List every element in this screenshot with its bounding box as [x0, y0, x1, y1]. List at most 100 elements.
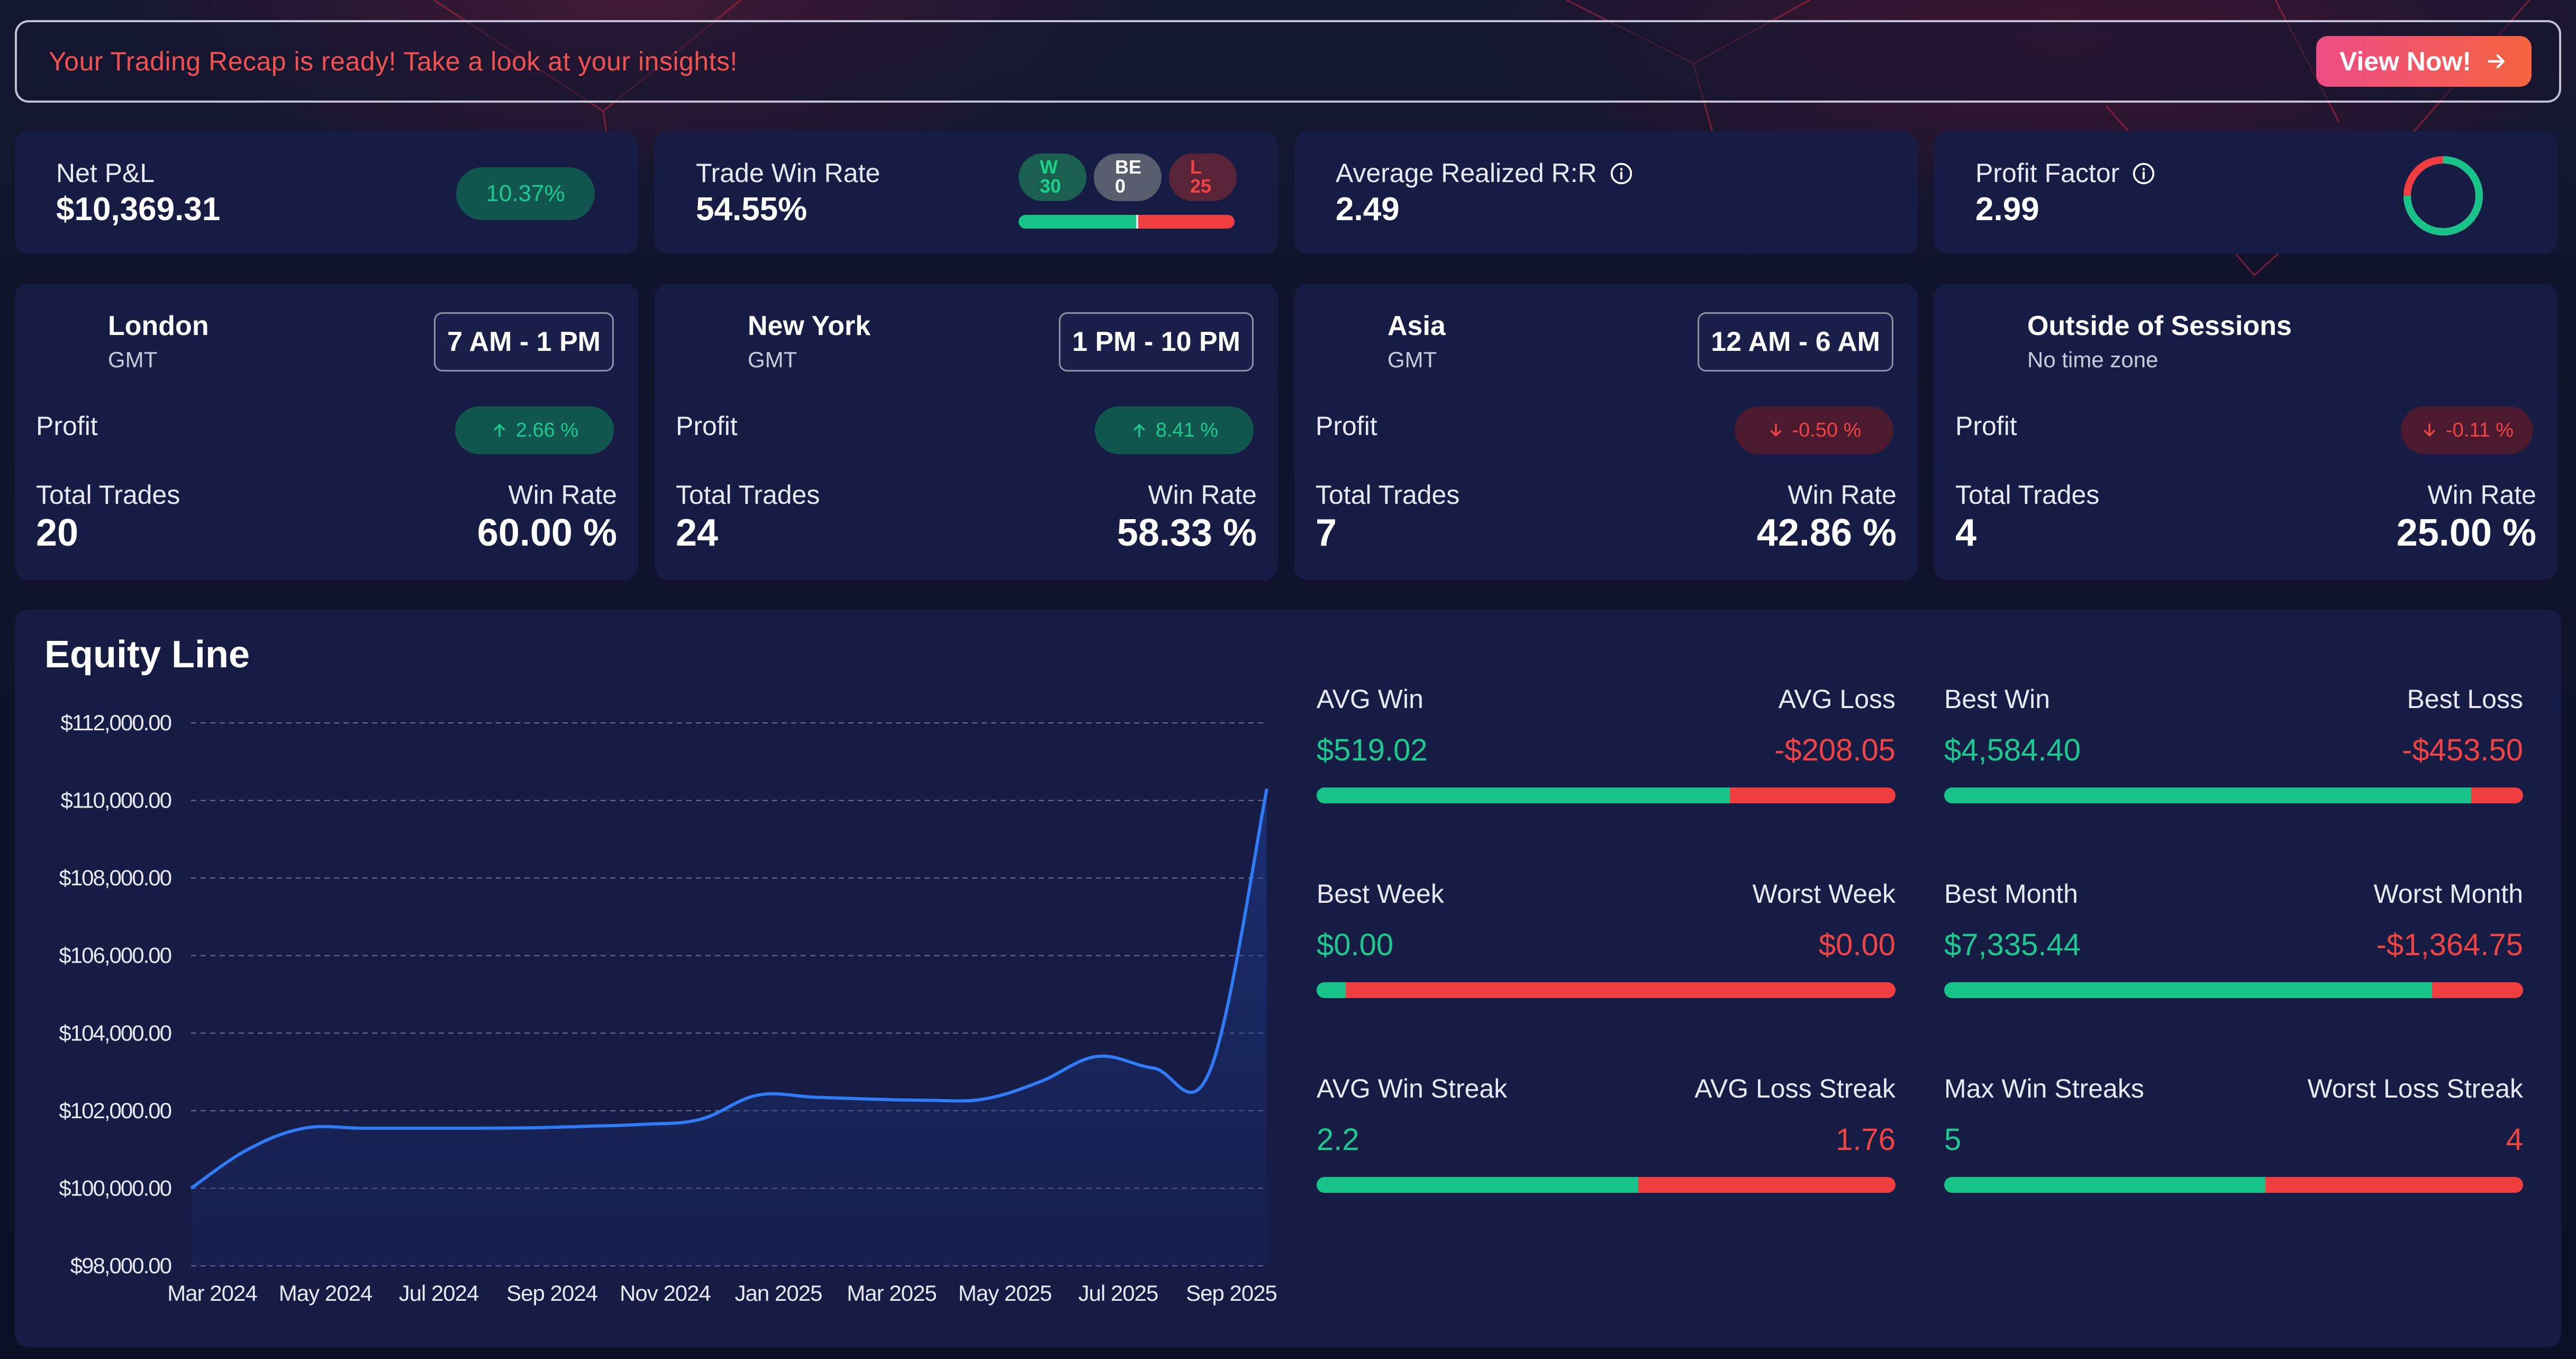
- profit-factor-label-row: Profit Factor: [1975, 158, 2155, 188]
- stat-right-value: 4: [2506, 1122, 2523, 1157]
- net-pnl-label: Net P&L: [56, 158, 155, 188]
- stat-right-value: $0.00: [1818, 928, 1895, 962]
- avg-rr-label: Average Realized R:R: [1336, 158, 1597, 188]
- x-tick-label: May 2025: [958, 1281, 1051, 1306]
- stat-ratio-bar: [1317, 982, 1895, 998]
- profit-factor-ring: [2403, 156, 2483, 235]
- breakeven-pill-letter: BE: [1115, 156, 1142, 178]
- total-trades-label: Total Trades: [36, 480, 180, 510]
- total-trades-value: 20: [36, 512, 79, 554]
- arrow-right-icon: [2488, 54, 2505, 69]
- stat-avg-win-loss: AVG Win AVG Loss $519.02 -$208.05: [1317, 684, 1895, 827]
- stat-right-label: AVG Loss: [1778, 684, 1895, 714]
- stat-max-streaks: Max Win Streaks Worst Loss Streak 5 4: [1944, 1073, 2523, 1216]
- stat-ratio-bar: [1944, 1177, 2523, 1193]
- red-segment: [2265, 1177, 2523, 1193]
- net-pnl-badge: 10.37%: [456, 167, 595, 220]
- stat-avg-streaks: AVG Win Streak AVG Loss Streak 2.2 1.76: [1317, 1073, 1895, 1216]
- stat-left-label: Best Week: [1317, 879, 1444, 909]
- x-tick-label: Sep 2025: [1186, 1281, 1277, 1306]
- losses-count: 25: [1190, 175, 1212, 197]
- x-tick-label: Nov 2024: [620, 1281, 711, 1306]
- session-timezone: GMT: [1387, 347, 1437, 372]
- profit-value: -0.11 %: [2445, 419, 2514, 441]
- banner-message: Your Trading Recap is ready! Take a look…: [49, 47, 738, 76]
- arrow-up-icon: [494, 424, 505, 438]
- red-segment: [2432, 982, 2523, 998]
- avg-rr-value: 2.49: [1336, 191, 1400, 228]
- stat-ratio-bar: [1944, 787, 2523, 803]
- equity-area: [191, 789, 1267, 1266]
- stat-right-label: Best Loss: [2407, 684, 2523, 714]
- stat-right-value: -$453.50: [2402, 733, 2523, 767]
- stat-left-value: $4,584.40: [1944, 733, 2081, 767]
- profit-label: Profit: [676, 411, 738, 441]
- session-card-london: London GMT 7 AM - 1 PM Profit 2.66 % Tot…: [15, 284, 638, 580]
- green-segment: [1944, 1177, 2266, 1193]
- win-rate-label: Win Rate: [2427, 480, 2536, 510]
- arrow-up-icon: [1133, 424, 1145, 438]
- session-timezone: No time zone: [2027, 347, 2158, 372]
- session-time-range: 1 PM - 10 PM: [1059, 312, 1254, 372]
- info-icon[interactable]: [1610, 162, 1633, 185]
- stat-left-label: AVG Win Streak: [1317, 1074, 1508, 1103]
- stat-ratio-bar: [1317, 787, 1895, 803]
- win-segment: [1019, 215, 1137, 229]
- red-segment: [1730, 787, 1895, 803]
- y-tick-label: $104,000.00: [59, 1020, 171, 1045]
- info-icon[interactable]: [2132, 162, 2155, 185]
- green-segment: [1944, 982, 2433, 998]
- session-name: New York: [748, 311, 871, 341]
- stat-left-value: 2.2: [1317, 1122, 1359, 1157]
- equity-line-chart: $98,000.00 $100,000.00 $102,000.00 $104,000…: [59, 710, 1277, 1306]
- wins-pill: W 30: [1019, 153, 1086, 201]
- trade-win-rate-label: Trade Win Rate: [696, 158, 881, 188]
- stat-left-value: $519.02: [1317, 733, 1428, 767]
- profit-label: Profit: [1955, 411, 2017, 441]
- session-timezone: GMT: [108, 347, 158, 372]
- stat-right-value: 1.76: [1836, 1122, 1895, 1157]
- view-now-label: View Now!: [2339, 47, 2471, 76]
- equity-line-card: $98,000.00 $100,000.00 $102,000.00 $104,000…: [15, 610, 2561, 1347]
- stat-left-value: $0.00: [1317, 928, 1394, 962]
- breakeven-count: 0: [1115, 175, 1126, 197]
- loss-segment: [1138, 215, 1235, 229]
- green-segment: [1944, 787, 2471, 803]
- green-segment: [1317, 982, 1346, 998]
- profit-label: Profit: [36, 411, 98, 441]
- profit-badge: -0.11 %: [2401, 406, 2533, 454]
- total-trades-label: Total Trades: [676, 480, 820, 510]
- red-segment: [1638, 1177, 1895, 1193]
- stat-left-value: 5: [1944, 1122, 1962, 1157]
- x-tick-label: Mar 2025: [847, 1281, 936, 1306]
- total-trades-value: 4: [1955, 512, 1977, 554]
- view-now-button[interactable]: View Now!: [2316, 36, 2532, 87]
- win-rate-value: 42.86 %: [1756, 512, 1897, 554]
- trade-win-rate-card: Trade Win Rate 54.55% W 30 BE 0 L 25: [655, 131, 1278, 254]
- total-trades-value: 24: [676, 512, 719, 554]
- y-tick-label: $106,000.00: [59, 943, 171, 968]
- x-tick-label: Jul 2025: [1078, 1281, 1158, 1306]
- stat-left-label: AVG Win: [1317, 684, 1423, 714]
- losses-pill-letter: L: [1190, 156, 1202, 178]
- y-tick-label: $108,000.00: [59, 865, 171, 890]
- x-tick-label: Mar 2024: [167, 1281, 257, 1306]
- stat-right-label: Worst Loss Streak: [2307, 1074, 2523, 1103]
- stat-best-worst-month: Best Month Worst Month $7,335.44 -$1,364…: [1944, 878, 2523, 1021]
- y-tick-label: $102,000.00: [59, 1098, 171, 1123]
- stat-left-value: $7,335.44: [1944, 928, 2081, 962]
- x-tick-label: Jul 2024: [399, 1281, 479, 1306]
- breakeven-pill: BE 0: [1094, 153, 1162, 201]
- session-card-asia: Asia GMT 12 AM - 6 AM Profit -0.50 % Tot…: [1294, 284, 1918, 580]
- stat-right-label: AVG Loss Streak: [1694, 1074, 1895, 1103]
- profit-value: 8.41 %: [1155, 419, 1219, 441]
- win-rate-value: 58.33 %: [1117, 512, 1257, 554]
- losses-pill: L 25: [1169, 153, 1237, 201]
- x-tick-label: Sep 2024: [506, 1281, 597, 1306]
- trade-win-rate-value: 54.55%: [696, 191, 808, 228]
- session-card-new-york: New York GMT 1 PM - 10 PM Profit 8.41 % …: [655, 284, 1278, 580]
- breakeven-segment: [1136, 215, 1139, 229]
- profit-value: 2.66 %: [515, 419, 579, 441]
- x-tick-label: Jan 2025: [735, 1281, 822, 1306]
- win-rate-value: 25.00 %: [2396, 512, 2536, 554]
